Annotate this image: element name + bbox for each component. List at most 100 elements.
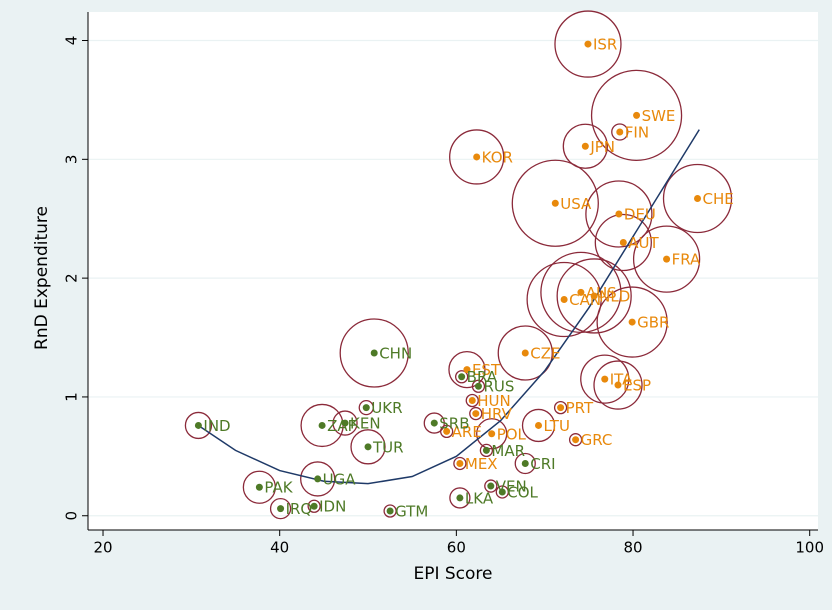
y-tick-label: 0 — [63, 511, 81, 521]
point-label: GTM — [395, 502, 428, 520]
bubble — [383, 504, 397, 518]
point-label: USA — [560, 195, 592, 213]
point — [601, 375, 609, 383]
point — [474, 382, 482, 390]
point-label: LTU — [544, 417, 570, 435]
point-label: POL — [497, 425, 527, 443]
bubble — [471, 379, 486, 393]
point — [521, 459, 529, 467]
point — [456, 459, 464, 467]
x-tick-label: 20 — [93, 539, 112, 557]
point-label: SWE — [642, 107, 676, 125]
point-label: EST — [472, 361, 501, 379]
point — [310, 502, 318, 510]
bubble — [332, 410, 358, 436]
bubble — [242, 470, 277, 504]
point-label: SRB — [439, 415, 469, 433]
x-tick-label: 100 — [795, 539, 824, 557]
point-label: IND — [203, 417, 230, 435]
point — [551, 199, 559, 207]
point-label: COL — [507, 483, 538, 501]
point-label: AUT — [628, 234, 659, 252]
point — [458, 373, 466, 381]
bubble — [495, 485, 509, 499]
bubble — [448, 350, 486, 389]
point — [386, 507, 394, 515]
bubble — [455, 370, 469, 384]
point-label: DEU — [624, 205, 656, 223]
bubble — [469, 406, 483, 421]
point-label: TUR — [372, 438, 404, 456]
point — [255, 483, 263, 491]
y-tick-label: 1 — [63, 392, 81, 402]
bubble — [594, 213, 652, 272]
bubble — [339, 318, 409, 388]
x-axis-title: EPI Score — [413, 564, 492, 584]
point — [619, 238, 627, 246]
bubble — [497, 325, 553, 381]
bubble — [553, 400, 568, 415]
point — [498, 488, 506, 496]
bubble — [556, 258, 632, 334]
bubble — [307, 499, 321, 513]
point — [488, 430, 496, 438]
bubble — [514, 452, 536, 475]
point — [590, 292, 598, 300]
point — [463, 366, 471, 374]
point-label: IRQ — [286, 500, 313, 518]
y-tick-label: 4 — [63, 36, 81, 46]
y-tick-label: 2 — [63, 273, 81, 283]
point-label: JPN — [589, 138, 615, 156]
point — [468, 397, 476, 404]
bubble — [554, 10, 622, 78]
point — [560, 296, 568, 304]
point — [473, 153, 481, 161]
plot-area — [88, 12, 818, 530]
point — [616, 128, 624, 136]
point — [572, 436, 580, 444]
point-label: CHN — [379, 344, 412, 362]
bubble — [611, 123, 629, 141]
fit-line — [198, 129, 700, 485]
point — [663, 255, 671, 263]
bubble — [423, 412, 445, 434]
point-label: CZE — [530, 344, 560, 362]
x-tick-label: 40 — [270, 539, 289, 557]
bubble — [662, 163, 733, 234]
point-label: GBR — [637, 314, 669, 332]
point-label: HRV — [481, 405, 513, 423]
point — [577, 288, 585, 296]
bubble — [590, 69, 683, 162]
point-label: NLD — [599, 287, 630, 305]
y-tick-label: 3 — [63, 155, 81, 165]
x-tick-label: 60 — [447, 539, 466, 557]
bubble — [300, 461, 336, 497]
point-label: UKR — [371, 399, 402, 417]
point-label: PAK — [264, 479, 293, 497]
point — [615, 210, 623, 218]
point-label: ISR — [593, 36, 617, 54]
bubble — [449, 487, 471, 509]
point — [194, 421, 202, 429]
point-label: GRC — [581, 431, 613, 449]
bubble — [269, 497, 292, 520]
point-label: KOR — [482, 148, 513, 166]
point — [628, 318, 636, 326]
point — [614, 381, 622, 389]
bubble — [596, 286, 668, 358]
point — [430, 419, 438, 427]
bubble — [568, 433, 583, 447]
point — [277, 505, 285, 513]
point-label: RUS — [483, 378, 514, 396]
bubble — [593, 360, 643, 410]
y-axis-title: RnD Expenditure — [32, 206, 52, 350]
point-label: ZAF — [327, 417, 356, 435]
bubble — [184, 411, 213, 440]
point — [364, 443, 372, 451]
bubble — [453, 456, 467, 471]
point-label: FRA — [672, 251, 701, 269]
point — [341, 419, 349, 427]
point-label: CHE — [703, 190, 734, 208]
point-label: BRA — [467, 368, 498, 386]
bubble — [511, 159, 599, 247]
